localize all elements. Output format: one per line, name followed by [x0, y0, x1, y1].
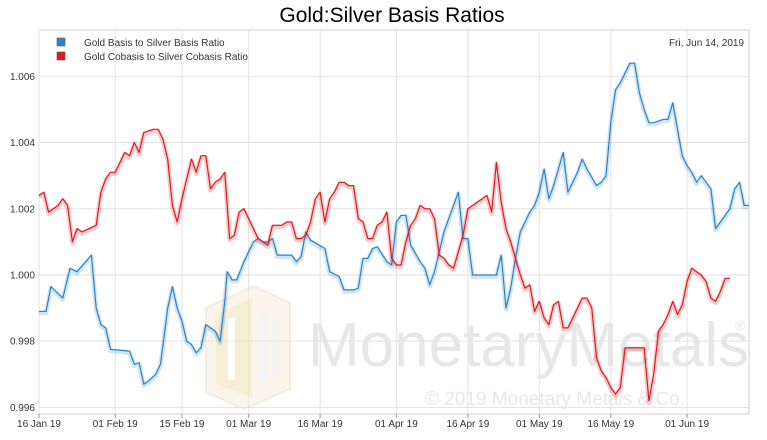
- x-tick-label: 01 Apr 19: [375, 419, 418, 430]
- y-tick-label: 1.004: [10, 138, 35, 149]
- legend-swatch-gold-cobasis: [56, 51, 66, 61]
- legend: Gold Basis to Silver Basis Ratio Gold Co…: [56, 37, 248, 63]
- date-label: Fri, Jun 14, 2019: [669, 38, 744, 49]
- legend-label-gold-basis: Gold Basis to Silver Basis Ratio: [84, 38, 225, 49]
- y-tick-label: 1.002: [10, 204, 35, 215]
- x-tick-label: 01 Jun 19: [665, 419, 709, 430]
- x-tick-label: 01 Feb 19: [93, 419, 138, 430]
- watermark-brand: MonetaryMetals: [308, 311, 749, 380]
- series-line-1: [38, 128, 730, 402]
- watermark-registered: ®: [735, 317, 746, 333]
- y-tick-label: 0.996: [10, 403, 35, 414]
- x-tick-label: 01 Mar 19: [226, 419, 271, 430]
- y-tick-label: 1.000: [10, 270, 35, 281]
- y-gridlines: [39, 75, 749, 408]
- series-line-0: [39, 62, 749, 385]
- legend-label-gold-cobasis: Gold Cobasis to Silver Cobasis Ratio: [84, 52, 248, 63]
- x-tick-label: 16 Apr 19: [446, 419, 489, 430]
- watermark-logo-icon: [205, 284, 291, 411]
- plot-area: [38, 29, 750, 415]
- x-tick-label: 16 Jan 19: [17, 419, 61, 430]
- x-tick-label: 15 Feb 19: [159, 419, 204, 430]
- watermark-copyright: © 2019 Monetary Metals & Co.: [425, 389, 685, 410]
- series-layer: [37, 62, 749, 405]
- x-tick-label: 16 Mar 19: [298, 419, 343, 430]
- x-tick-label: 16 May 19: [587, 419, 634, 430]
- chart-title: Gold:Silver Basis Ratios: [279, 4, 504, 27]
- y-axis: 0.996 0.998 1.000 1.002 1.004 1.006: [10, 72, 35, 414]
- watermark: MonetaryMetals ® © 2019 Monetary Metals …: [205, 284, 749, 411]
- y-tick-label: 1.006: [10, 72, 35, 83]
- x-tick-label: 01 May 19: [516, 419, 563, 430]
- legend-swatch-gold-basis: [56, 37, 66, 47]
- x-gridlines: [38, 30, 688, 414]
- y-tick-label: 0.998: [10, 337, 35, 348]
- x-axis: 16 Jan 19 01 Feb 19 15 Feb 19 01 Mar 19 16 M…: [17, 414, 709, 430]
